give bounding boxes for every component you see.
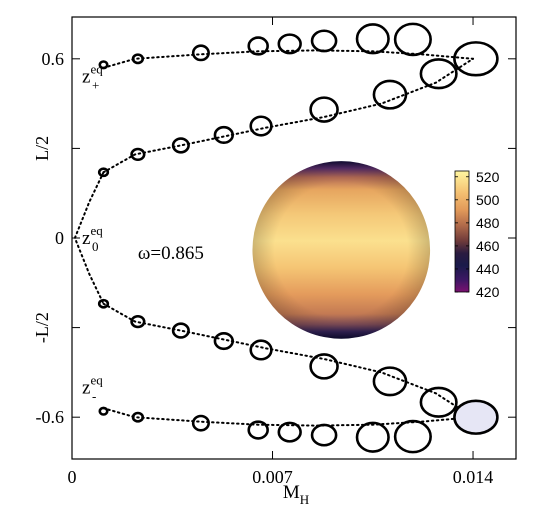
annotation-z-zero: zeq 0 bbox=[82, 223, 103, 254]
ellipse-marker-31 bbox=[393, 419, 432, 454]
ellipse-marker-32 bbox=[419, 386, 458, 418]
colorbar-label-420: 420 bbox=[476, 284, 500, 300]
ellipse-marker-7 bbox=[393, 22, 432, 57]
x-axis-ticks: 0 0.007 0.014 bbox=[68, 17, 494, 487]
ellipse-marker-19 bbox=[171, 322, 190, 339]
y-tick-label-0: 0.6 bbox=[42, 49, 65, 69]
ellipse-marker-10 bbox=[97, 167, 110, 178]
annotations: zeq + zeq 0 zeq -ω=0.865 bbox=[82, 62, 204, 404]
y-axis-ticks: 0.6 L/2 0 -L/2 -0.6 bbox=[32, 49, 516, 427]
annotation-omega: ω=0.865 bbox=[138, 243, 204, 264]
y-tick-label-2: 0 bbox=[55, 228, 64, 248]
ellipse-marker-5 bbox=[310, 29, 338, 53]
ellipse-marker-30 bbox=[355, 421, 390, 453]
ellipse-marker-25 bbox=[131, 411, 145, 423]
ellipse-marker-11 bbox=[130, 147, 146, 162]
colorbar-label-520: 520 bbox=[476, 169, 500, 185]
ellipse-marker-9 bbox=[453, 41, 499, 77]
sphere-shading bbox=[252, 161, 431, 339]
ellipse-marker-20 bbox=[213, 331, 234, 351]
ellipse-markers bbox=[97, 22, 499, 454]
ellipse-marker-8 bbox=[419, 58, 458, 90]
colorbar-gradient bbox=[454, 170, 470, 293]
ellipse-marker-15 bbox=[309, 96, 339, 123]
ellipse-marker-17 bbox=[97, 298, 110, 309]
ellipse-marker-18 bbox=[130, 314, 146, 329]
dotted-curve-upper-inner bbox=[102, 57, 474, 174]
ellipse-marker-27 bbox=[247, 420, 269, 440]
ellipse-marker-26 bbox=[191, 414, 210, 432]
ellipse-marker-23 bbox=[372, 366, 408, 397]
ellipse-marker-14 bbox=[249, 115, 273, 137]
inset-sphere bbox=[252, 161, 431, 339]
ellipse-marker-12 bbox=[171, 137, 190, 154]
colorbar: 520 500 480 460 440 420 bbox=[454, 169, 500, 300]
colorbar-label-440: 440 bbox=[476, 261, 500, 277]
ellipse-marker-22 bbox=[309, 353, 339, 380]
colorbar-label-500: 500 bbox=[476, 192, 500, 208]
ellipse-marker-33 bbox=[453, 399, 499, 435]
annotation-z-plus: zeq + bbox=[82, 62, 103, 93]
x-tick-label-0: 0 bbox=[68, 467, 77, 487]
ellipse-marker-28 bbox=[277, 421, 302, 443]
ellipse-marker-1 bbox=[131, 53, 145, 65]
ellipse-marker-21 bbox=[249, 339, 273, 361]
y-tick-label-1: L/2 bbox=[32, 136, 52, 161]
x-axis-title: MH bbox=[283, 482, 309, 507]
dotted-curve-lower-inner bbox=[102, 302, 474, 419]
colorbar-label-460: 460 bbox=[476, 238, 500, 254]
x-tick-label-1: 0.007 bbox=[252, 467, 293, 487]
x-tick-label-2: 0.014 bbox=[453, 467, 494, 487]
ellipse-marker-13 bbox=[213, 125, 234, 145]
ellipse-marker-16 bbox=[372, 79, 408, 110]
colorbar-label-480: 480 bbox=[476, 215, 500, 231]
ellipse-marker-29 bbox=[310, 423, 338, 447]
y-tick-label-4: -0.6 bbox=[36, 407, 65, 427]
ellipse-marker-0 bbox=[98, 60, 109, 70]
ellipse-marker-4 bbox=[277, 33, 302, 55]
ellipse-marker-3 bbox=[247, 36, 269, 56]
ellipse-marker-2 bbox=[191, 44, 210, 62]
annotation-z-minus: zeq - bbox=[82, 372, 103, 403]
colorbar-ticks: 520 500 480 460 440 420 bbox=[455, 169, 500, 300]
y-tick-label-3: -L/2 bbox=[32, 312, 52, 343]
ellipse-marker-24 bbox=[98, 406, 109, 416]
ellipse-marker-6 bbox=[355, 23, 390, 55]
